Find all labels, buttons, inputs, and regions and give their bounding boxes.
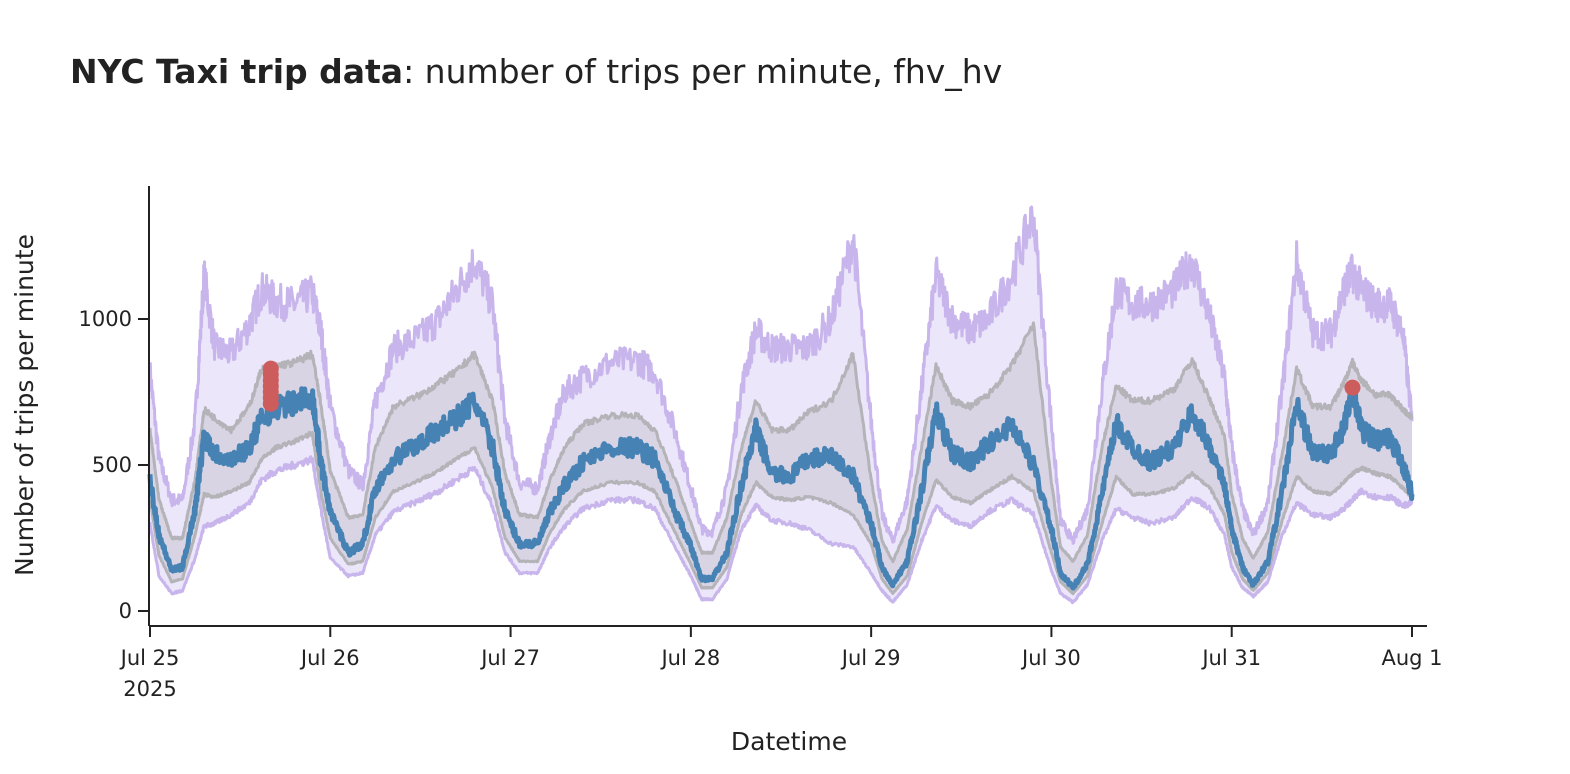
observed-line	[147, 382, 1415, 591]
anomaly-point	[1344, 379, 1361, 396]
band-layer	[150, 207, 1412, 603]
chart-title: NYC Taxi trip data: number of trips per …	[70, 52, 1002, 91]
outer-upper-line	[148, 205, 1414, 545]
y-tick-label: 500	[92, 453, 132, 477]
y-tick-label: 1000	[79, 307, 132, 331]
x-axis-title: Datetime	[731, 727, 847, 756]
outer-lower-line	[148, 455, 1414, 605]
inner-upper-line	[148, 321, 1414, 564]
x-tick-label: Jul 26	[299, 646, 360, 670]
x-tick-label: Jul 28	[659, 646, 720, 670]
chart-title-rest: : number of trips per minute, fhv_hv	[403, 52, 1003, 91]
x-tick-label: Jul 25	[119, 646, 180, 670]
x-tick-label: Jul 30	[1020, 646, 1081, 670]
x-tick-label: Aug 1	[1381, 646, 1442, 670]
anomaly-layer	[262, 360, 1361, 412]
chart-title-bold: NYC Taxi trip data	[70, 52, 404, 91]
x-tick-label: Jul 27	[479, 646, 540, 670]
axes-layer: 0 500 1000 Jul 25 2025 Jul 26 Jul 27 Jul 28 Jul …	[79, 186, 1443, 701]
anomaly-point	[262, 395, 279, 412]
x-tick-label: Jul 29	[840, 646, 901, 670]
y-axis-title: Number of trips per minute	[10, 234, 39, 576]
series-layer	[147, 205, 1415, 605]
x-tick-sublabel: 2025	[123, 677, 176, 701]
inner-lower-line	[148, 430, 1414, 596]
y-tick-label: 0	[119, 599, 132, 623]
x-tick-label: Jul 31	[1200, 646, 1261, 670]
